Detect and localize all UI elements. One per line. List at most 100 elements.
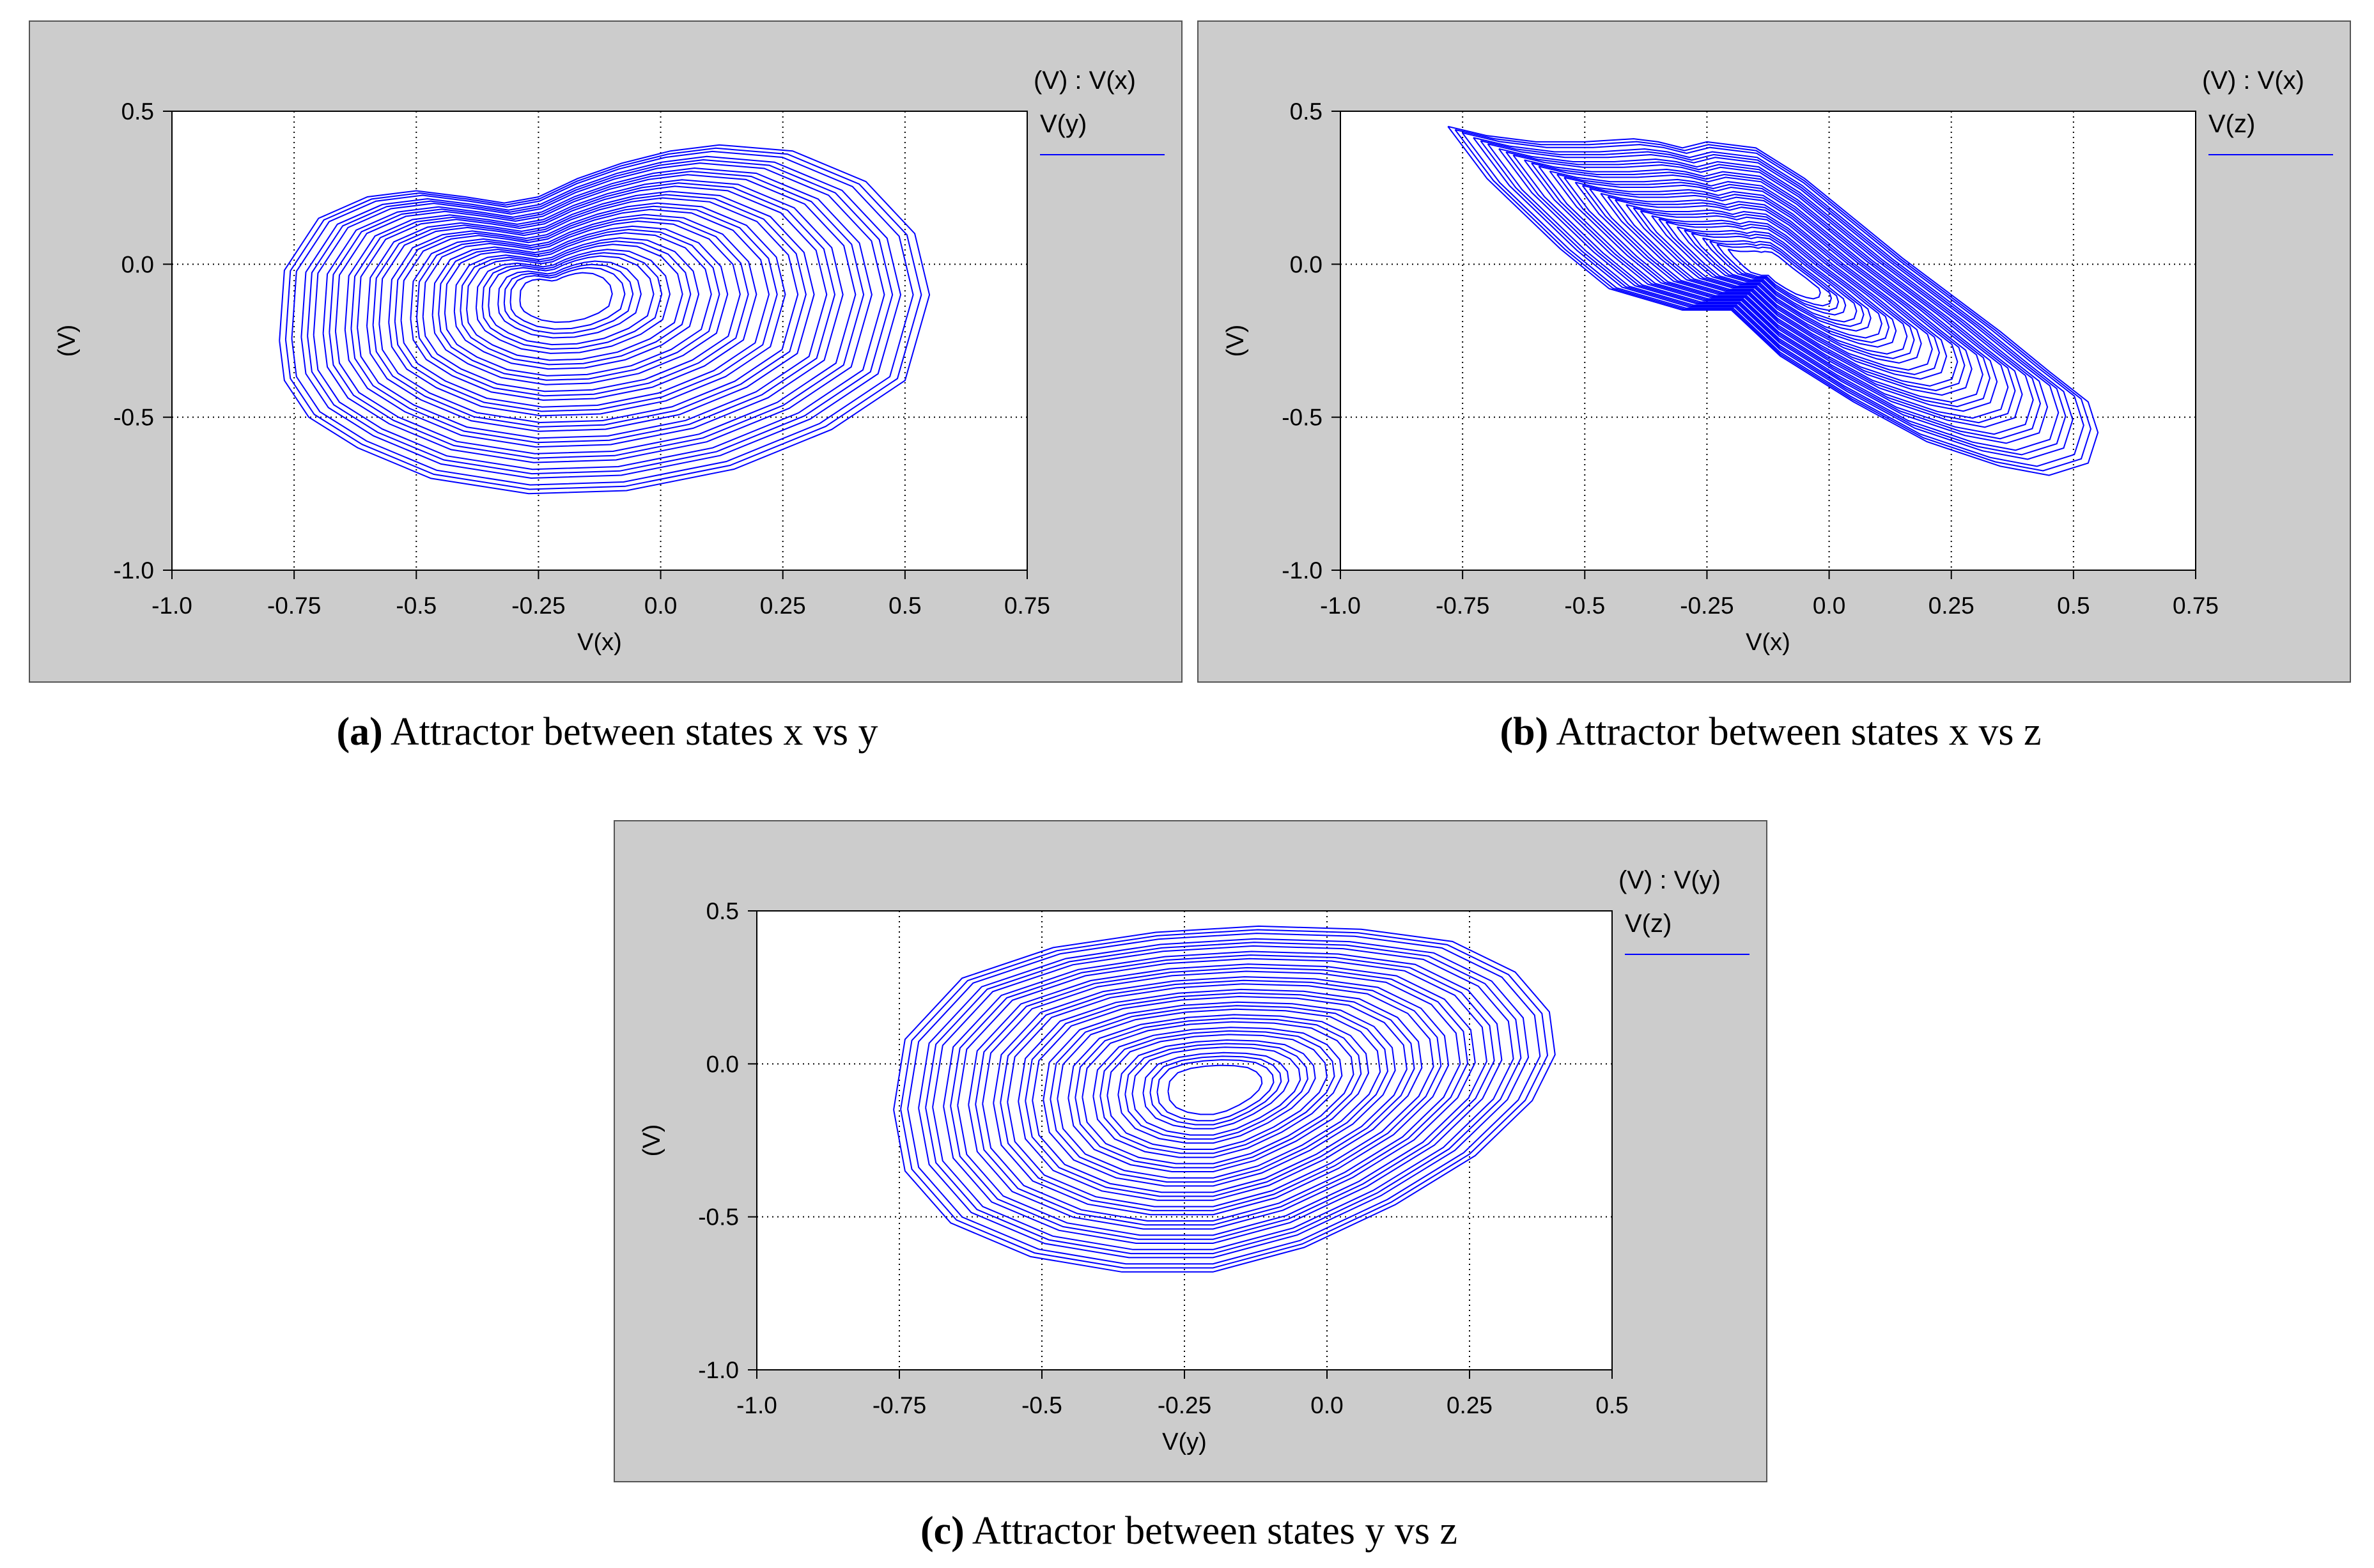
series-trace <box>279 144 931 495</box>
series-trace <box>1461 132 2084 467</box>
y-tick-label: 0.5 <box>706 898 739 924</box>
series-trace <box>1651 215 1897 348</box>
series-trace <box>1043 1001 1396 1187</box>
series-trace <box>1691 232 1858 323</box>
series-trace <box>1614 199 1933 371</box>
series-trace <box>1625 204 1922 364</box>
series-trace <box>907 933 1541 1265</box>
legend-series-label: V(y) <box>1040 110 1087 138</box>
series-trace <box>1075 1017 1362 1168</box>
series-trace <box>943 951 1503 1244</box>
series-trace <box>968 963 1476 1230</box>
series-trace <box>438 228 720 381</box>
legend-title: (V) : V(x) <box>1034 66 1136 95</box>
x-tick-label: -0.25 <box>1158 1392 1211 1418</box>
series-trace <box>1523 159 2023 428</box>
series-trace <box>519 272 613 323</box>
caption-text: Attractor between states x vs z <box>1548 710 2042 754</box>
series-trace <box>334 174 857 454</box>
series-trace <box>1581 185 1966 392</box>
series-trace <box>918 938 1530 1259</box>
x-tick-label: -0.5 <box>1021 1392 1062 1418</box>
series-trace <box>1032 995 1408 1193</box>
y-tick-label: -1.0 <box>1282 557 1323 584</box>
series-trace <box>1131 1046 1301 1136</box>
series-trace <box>284 147 922 490</box>
series-trace <box>497 260 642 339</box>
y-tick-label: -1.0 <box>698 1357 739 1383</box>
series-trace <box>488 255 655 346</box>
caption-label: (c) <box>920 1509 965 1553</box>
x-tick-label: -0.75 <box>267 593 321 619</box>
x-tick-label: 0.75 <box>1004 593 1050 619</box>
series-trace <box>1538 166 2009 419</box>
series-trace <box>366 190 815 432</box>
series-trace <box>1498 148 2049 444</box>
series-trace <box>1480 140 2067 456</box>
series-trace <box>1082 1021 1354 1165</box>
y-axis-label: (V) <box>639 1124 665 1157</box>
series-trace <box>344 179 844 448</box>
series-trace <box>1512 154 2034 435</box>
y-axis-label: (V) <box>1222 325 1249 357</box>
x-tick-label: 0.0 <box>1310 1392 1343 1418</box>
x-tick-label: -0.5 <box>396 593 437 619</box>
series-trace <box>1447 125 2099 476</box>
series-trace <box>1658 218 1890 343</box>
series-trace <box>460 240 692 366</box>
series-trace <box>1574 182 1973 396</box>
trace-group <box>1447 125 2099 476</box>
legend-series-label: V(z) <box>1625 910 1672 938</box>
chart-a-svg: -1.0 -0.75 -0.5 -0.25 0.0 0.25 0.5 0.75 0.5 0.0 -0… <box>54 98 1050 656</box>
x-axis-label: V(x) <box>577 629 622 656</box>
caption-label: (b) <box>1500 710 1549 754</box>
series-trace <box>1167 1064 1263 1115</box>
series-trace <box>1589 188 1959 387</box>
series-trace <box>1600 192 1948 380</box>
x-tick-label: -0.75 <box>1436 593 1489 619</box>
x-tick-label: -1.0 <box>151 593 192 619</box>
series-trace <box>1057 1008 1381 1179</box>
x-tick-label: -0.25 <box>1680 593 1734 619</box>
series-trace <box>932 945 1514 1250</box>
x-tick-label: 0.0 <box>1813 593 1845 619</box>
series-trace <box>350 182 836 444</box>
x-tick-label: 0.75 <box>2173 593 2219 619</box>
y-tick-label: 0.0 <box>121 251 154 277</box>
series-trace <box>300 155 902 479</box>
trace-group <box>893 925 1556 1273</box>
series-trace <box>957 958 1487 1236</box>
series-trace <box>900 929 1549 1269</box>
y-tick-label: -0.5 <box>698 1204 739 1230</box>
y-tick-label: -0.5 <box>1282 405 1323 431</box>
series-trace <box>893 925 1556 1273</box>
series-trace <box>466 244 683 361</box>
series-trace <box>950 954 1495 1240</box>
chart-panel-a: -1.0 -0.75 -0.5 -0.25 0.0 0.25 0.5 0.75 0.5 0.0 -0… <box>29 20 1183 683</box>
series-trace <box>416 217 749 397</box>
x-tick-label: 0.25 <box>760 593 806 619</box>
series-trace <box>481 252 663 350</box>
trace-group <box>279 144 931 495</box>
chart-panel-b: -1.0 -0.75 -0.5 -0.25 0.0 0.25 0.5 0.75 0.5 0.0 -0… <box>1197 20 2351 683</box>
y-tick-label: 0.5 <box>121 98 154 125</box>
series-trace <box>394 205 778 412</box>
y-axis-label: (V) <box>54 325 81 357</box>
x-tick-label: -0.5 <box>1564 593 1605 619</box>
series-trace <box>1556 173 1991 408</box>
x-tick-label: 0.0 <box>644 593 677 619</box>
series-trace <box>357 185 828 439</box>
chart-c-svg: -1.0 -0.75 -0.5 -0.25 0.0 0.25 0.5 0.5 0.0 -0.5 -1… <box>639 898 1629 1455</box>
series-trace <box>1149 1055 1282 1126</box>
series-trace <box>1665 221 1882 339</box>
y-tick-label: 0.0 <box>706 1051 739 1077</box>
x-tick-label: 0.5 <box>1595 1392 1628 1418</box>
series-trace <box>993 976 1450 1216</box>
series-trace <box>1007 983 1434 1207</box>
series-trace <box>1106 1034 1328 1150</box>
series-trace <box>509 267 626 330</box>
series-trace <box>388 202 786 417</box>
series-trace <box>431 225 729 385</box>
legend-title: (V) : V(y) <box>1618 866 1721 894</box>
series-trace <box>1156 1059 1275 1122</box>
